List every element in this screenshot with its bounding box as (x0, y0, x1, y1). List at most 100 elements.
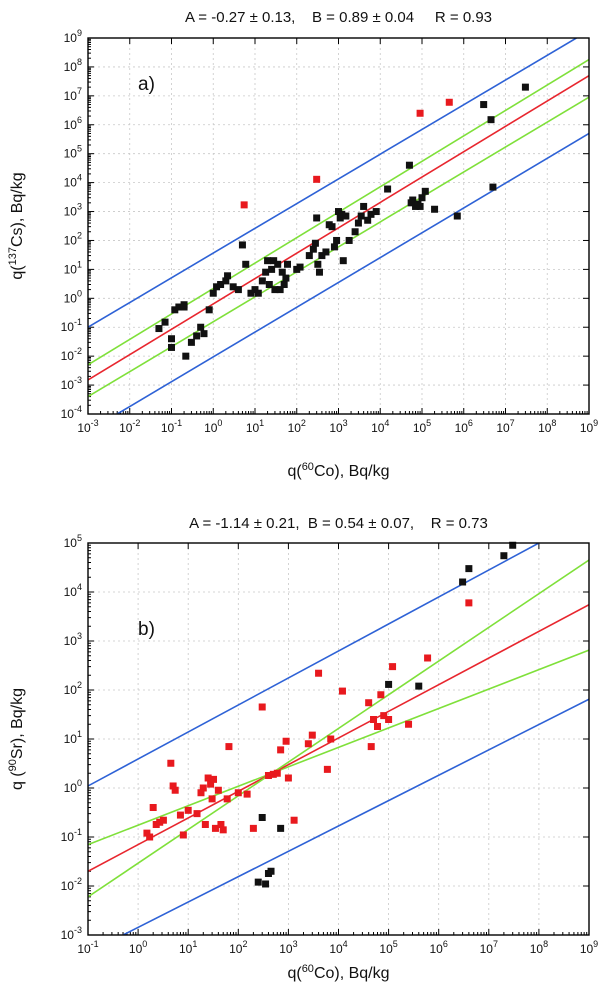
y-tick-base: 10 (64, 205, 78, 219)
data-point (384, 185, 392, 193)
y-tick-exponent: -2 (74, 876, 82, 886)
x-axis-label-sup: 60 (302, 963, 314, 975)
x-axis-label: q(60Co), Bq/kg (287, 461, 389, 480)
data-point (262, 268, 270, 276)
y-tick-exponent: 5 (77, 144, 82, 154)
y-tick-label: 107 (64, 86, 82, 103)
data-point (276, 286, 284, 294)
x-tick-exponent: 5 (426, 418, 431, 428)
data-point (274, 260, 282, 268)
x-tick-base: 10 (496, 421, 510, 435)
y-tick-label: 102 (64, 230, 82, 247)
x-tick-exponent: 2 (301, 418, 306, 428)
data-point (264, 771, 272, 779)
data-point (168, 335, 175, 343)
y-tick-base: 10 (64, 536, 78, 550)
data-point (322, 248, 330, 256)
data-point (229, 283, 237, 291)
x-tick-label: 108 (538, 418, 556, 435)
data-point (315, 669, 323, 677)
y-axis-label-pre: q( (9, 265, 26, 280)
y-tick-base: 10 (61, 407, 75, 421)
data-point (345, 236, 353, 244)
x-tick-base: 10 (430, 942, 444, 956)
x-tick-label: 100 (204, 418, 222, 435)
data-point (217, 281, 225, 289)
x-tick-label: 10-2 (119, 418, 140, 435)
y-tick-label: 109 (64, 28, 82, 45)
x-tick-base: 10 (580, 421, 594, 435)
data-point (242, 260, 250, 268)
x-axis-label-post: Co), Bq/kg (314, 463, 390, 480)
data-point (234, 789, 242, 797)
panel-label: b) (138, 619, 155, 640)
data-point (254, 289, 262, 297)
y-tick-base: 10 (64, 60, 78, 74)
y-tick-base: 10 (64, 31, 78, 45)
data-point (445, 98, 453, 106)
y-tick-exponent: 1 (77, 729, 82, 739)
data-point (214, 786, 222, 794)
x-tick-exponent: 1 (192, 939, 197, 949)
x-tick-label: 106 (430, 939, 448, 956)
data-point (207, 780, 215, 788)
data-points (143, 541, 517, 888)
x-tick-base: 10 (77, 421, 91, 435)
data-point (342, 212, 350, 220)
data-point (143, 829, 151, 837)
data-point (247, 289, 255, 297)
data-point (282, 274, 290, 282)
y-tick-exponent: 2 (77, 230, 82, 240)
x-tick-exponent: 8 (543, 939, 548, 949)
x-tick-base: 10 (379, 942, 393, 956)
x-tick-base: 10 (179, 942, 193, 956)
y-tick-exponent: 9 (77, 28, 82, 38)
x-tick-label: 106 (455, 418, 473, 435)
x-tick-exponent: 4 (343, 939, 348, 949)
x-axis-label-post: Co), Bq/kg (314, 965, 390, 982)
data-point (209, 289, 217, 297)
data-point (521, 83, 529, 91)
data-point (277, 824, 285, 832)
x-tick-label: 105 (379, 939, 397, 956)
data-point (357, 212, 365, 220)
data-point (330, 243, 338, 251)
y-tick-base: 10 (64, 89, 78, 103)
y-tick-exponent: 2 (77, 680, 82, 690)
data-point (385, 680, 393, 688)
y-tick-label: 105 (64, 144, 82, 161)
x-tick-base: 10 (413, 421, 427, 435)
plot-frame (87, 542, 590, 936)
data-point (290, 816, 298, 824)
data-point (380, 712, 388, 720)
data-point (159, 816, 167, 824)
regression-line (122, 698, 589, 935)
chart-title: A = -0.27 ± 0.13, B = 0.89 ± 0.04 R = 0.… (185, 9, 492, 26)
x-tick-exponent: 1 (259, 418, 264, 428)
data-point (284, 774, 292, 782)
y-tick-label: 104 (64, 582, 82, 599)
y-tick-label: 108 (64, 57, 82, 74)
data-point (210, 775, 218, 783)
x-tick-base: 10 (530, 942, 544, 956)
y-axis-label: q (90Sr), Bq/kg (7, 688, 26, 790)
x-tick-label: 100 (129, 939, 147, 956)
data-point (338, 210, 346, 218)
y-tick-label: 10-4 (61, 404, 82, 421)
x-tick-exponent: 4 (384, 418, 389, 428)
x-tick-base: 10 (371, 421, 385, 435)
data-point (161, 318, 169, 326)
data-point (365, 699, 373, 707)
data-point (213, 283, 221, 291)
data-point (480, 101, 488, 109)
data-point (179, 831, 187, 839)
data-point (509, 541, 517, 549)
y-tick-label: 10-1 (61, 827, 82, 844)
data-point (208, 795, 216, 803)
x-tick-exponent: 2 (242, 939, 247, 949)
data-point (219, 826, 227, 834)
data-point (409, 196, 417, 204)
y-tick-base: 10 (64, 683, 78, 697)
x-tick-base: 10 (246, 421, 260, 435)
